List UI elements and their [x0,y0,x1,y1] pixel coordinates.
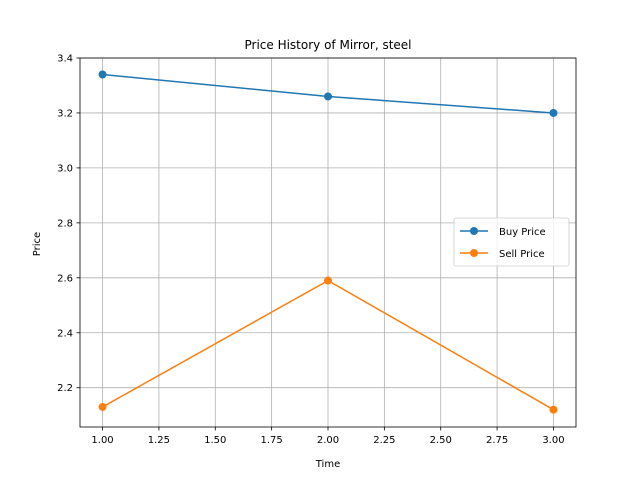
y-tick-label: 2.2 [57,383,73,394]
sell-price-point [324,276,332,285]
x-tick-label: 1.50 [204,435,226,446]
y-tick-label: 3.4 [57,54,73,65]
grid [80,57,576,427]
x-tick-label: 2.75 [486,435,508,446]
y-axis-label: Price [32,232,43,256]
y-axis-ticks: 2.2 2.4 2.6 2.8 3.0 3.2 3.4 [57,54,80,394]
legend: Buy Price Sell Price [453,217,570,267]
x-tick-label: 2.25 [373,435,395,446]
sell-price-point [98,402,107,411]
legend-sell-price-label: Sell Price [499,249,545,260]
y-tick-label: 3.2 [57,108,73,119]
x-tick-label: 1.75 [261,435,283,446]
y-tick-label: 2.8 [57,218,73,229]
y-tick-label: 3.0 [57,163,73,174]
legend-buy-price-label: Buy Price [499,227,546,238]
buy-price-point [549,108,558,117]
buy-price-point [98,70,107,79]
x-tick-label: 2.00 [317,435,339,446]
x-tick-label: 2.50 [430,435,452,446]
x-tick-label: 3.00 [542,435,564,446]
legend-box [453,217,570,267]
x-tick-label: 1.00 [91,435,113,446]
x-tick-label: 1.25 [148,435,170,446]
chart-title: Price History of Mirror, steel [244,38,411,52]
y-tick-label: 2.4 [57,328,73,339]
legend-buy-price-marker [470,227,478,235]
y-tick-label: 2.6 [57,273,73,284]
series-lines [98,70,558,414]
x-axis-label: Time [315,459,340,470]
sell-price-point [549,405,558,414]
x-axis-ticks: 1.00 1.25 1.50 1.75 2.00 2.25 2.50 2.75 3.00 [91,427,565,446]
legend-sell-price-marker [470,249,478,257]
buy-price-point [324,92,332,101]
